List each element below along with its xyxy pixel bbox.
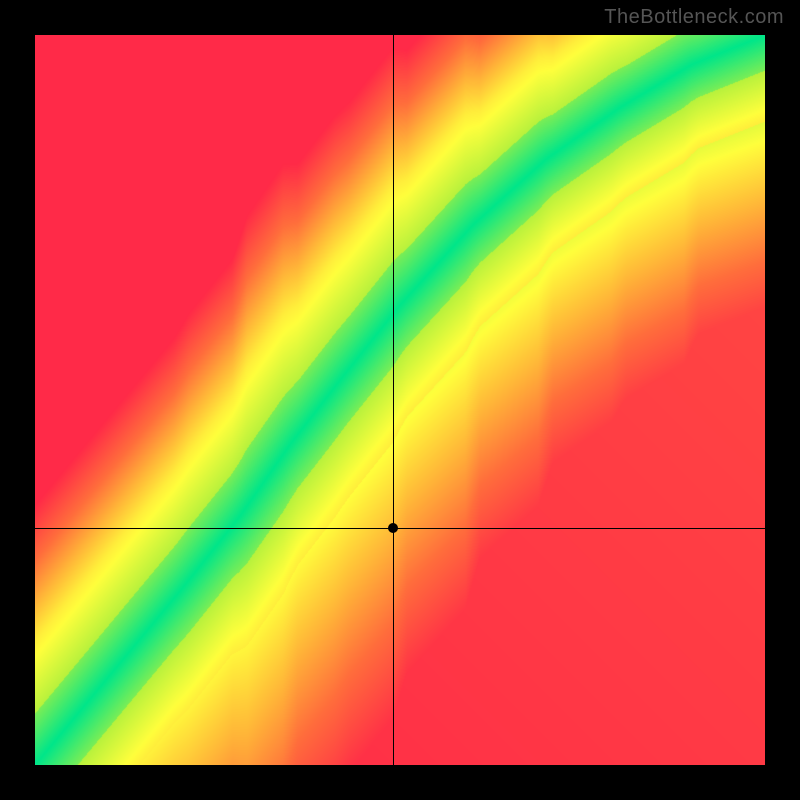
crosshair-vertical: [393, 35, 394, 765]
marker-dot: [388, 523, 398, 533]
heatmap-canvas: [35, 35, 765, 765]
chart-container: TheBottleneck.com: [0, 0, 800, 800]
crosshair-horizontal: [35, 528, 765, 529]
plot-area: [35, 35, 765, 765]
watermark-label: TheBottleneck.com: [604, 6, 784, 29]
